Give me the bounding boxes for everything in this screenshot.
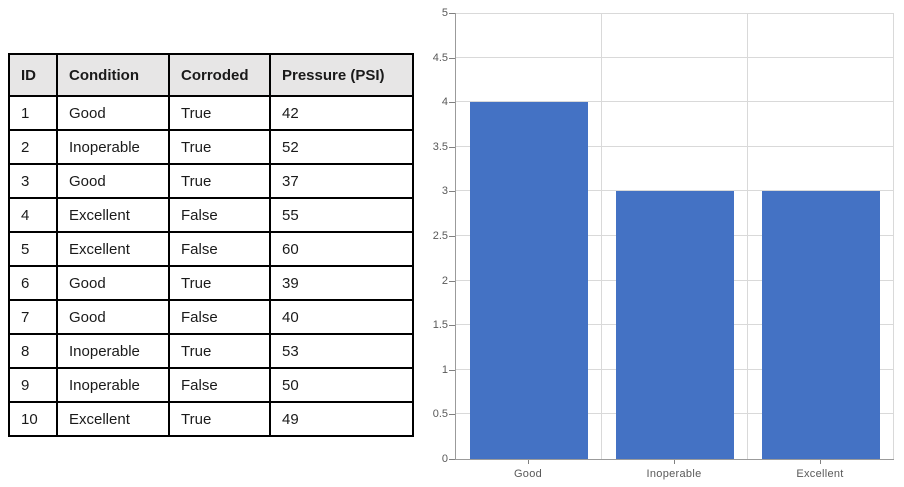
gridline-horizontal — [456, 190, 894, 191]
table-cell: Inoperable — [56, 333, 170, 369]
y-axis-tick — [449, 459, 455, 460]
y-axis-label: 1.5 — [432, 319, 448, 331]
table-cell: Good — [56, 95, 170, 131]
table-cell: Excellent — [56, 197, 170, 233]
y-axis-label: 3 — [441, 185, 448, 197]
y-axis-tick — [449, 281, 455, 282]
column-header: Pressure (PSI) — [269, 53, 414, 97]
table-cell: 10 — [8, 401, 58, 437]
y-axis-tick — [449, 325, 455, 326]
x-axis-label: Excellent — [796, 468, 844, 480]
table-cell: 50 — [269, 367, 414, 403]
table-row: 7 Good False 40 — [8, 299, 414, 335]
table-cell: False — [168, 197, 271, 233]
y-axis-label: 2 — [441, 275, 448, 287]
column-header: Condition — [56, 53, 170, 97]
y-axis-label: 1 — [441, 364, 448, 376]
table-cell: 3 — [8, 163, 58, 199]
table-cell: Inoperable — [56, 129, 170, 165]
column-header: Corroded — [168, 53, 271, 97]
y-axis-tick — [449, 147, 455, 148]
x-axis-tick — [528, 460, 529, 464]
y-axis-label: 0 — [441, 453, 448, 465]
gridline-horizontal — [456, 101, 894, 102]
table-cell: Good — [56, 163, 170, 199]
x-axis-label: Good — [513, 468, 543, 480]
table-cell: 60 — [269, 231, 414, 267]
y-axis-label: 0.5 — [432, 408, 448, 420]
plot-area — [455, 13, 894, 460]
gridline-horizontal — [456, 146, 894, 147]
table-cell: True — [168, 333, 271, 369]
column-header: ID — [8, 53, 58, 97]
x-axis-tick — [820, 460, 821, 464]
y-axis-label: 2.5 — [432, 230, 448, 242]
table-header-row: ID Condition Corroded Pressure (PSI) — [8, 53, 414, 97]
bar-excellent — [762, 191, 880, 459]
y-axis-tick — [449, 370, 455, 371]
table-cell: Excellent — [56, 231, 170, 267]
table-cell: 1 — [8, 95, 58, 131]
table-cell: True — [168, 401, 271, 437]
data-table: ID Condition Corroded Pressure (PSI) 1 Good T… — [8, 53, 414, 437]
table-cell: 42 — [269, 95, 414, 131]
y-axis-tick — [449, 58, 455, 59]
table-row: 3 Good True 37 — [8, 163, 414, 199]
y-axis-tick — [449, 13, 455, 14]
table-row: 5 Excellent False 60 — [8, 231, 414, 267]
table-cell: True — [168, 95, 271, 131]
table-cell: Good — [56, 299, 170, 335]
table-cell: 2 — [8, 129, 58, 165]
table-row: 4 Excellent False 55 — [8, 197, 414, 233]
table-cell: True — [168, 265, 271, 301]
y-axis-tick — [449, 102, 455, 103]
table-cell: 8 — [8, 333, 58, 369]
table-cell: 6 — [8, 265, 58, 301]
y-axis-label: 4.5 — [432, 52, 448, 64]
table-cell: 9 — [8, 367, 58, 403]
table-cell: Inoperable — [56, 367, 170, 403]
y-axis-label: 4 — [441, 96, 448, 108]
table-cell: True — [168, 129, 271, 165]
gridline-vertical — [747, 13, 748, 459]
table-row: 2 Inoperable True 52 — [8, 129, 414, 165]
table-cell: 55 — [269, 197, 414, 233]
table-row: 9 Inoperable False 50 — [8, 367, 414, 403]
bar-inoperable — [616, 191, 734, 459]
gridline-horizontal — [456, 57, 894, 58]
table-cell: False — [168, 367, 271, 403]
table-cell: 49 — [269, 401, 414, 437]
table-cell: 4 — [8, 197, 58, 233]
table-row: 1 Good True 42 — [8, 95, 414, 131]
table-row: 8 Inoperable True 53 — [8, 333, 414, 369]
table-cell: True — [168, 163, 271, 199]
table-cell: 37 — [269, 163, 414, 199]
bar-chart: 0 0.5 1 1.5 2 2.5 3 3.5 4 4.5 5 Good Inoperable Excel… — [418, 0, 904, 487]
x-axis-tick — [674, 460, 675, 464]
table-row: 6 Good True 39 — [8, 265, 414, 301]
gridline-vertical — [893, 13, 894, 459]
table-row: 10 Excellent True 49 — [8, 401, 414, 437]
table-cell: 5 — [8, 231, 58, 267]
table-cell: Good — [56, 265, 170, 301]
y-axis-label: 3.5 — [432, 141, 448, 153]
table-cell: False — [168, 299, 271, 335]
y-axis-label: 5 — [441, 7, 448, 19]
gridline-horizontal — [456, 13, 894, 14]
table-cell: Excellent — [56, 401, 170, 437]
bar-good — [470, 102, 588, 459]
table-cell: 39 — [269, 265, 414, 301]
table-cell: 40 — [269, 299, 414, 335]
gridline-vertical — [601, 13, 602, 459]
table-cell: 52 — [269, 129, 414, 165]
table-cell: False — [168, 231, 271, 267]
y-axis-tick — [449, 236, 455, 237]
x-axis-label: Inoperable — [646, 468, 702, 480]
y-axis-tick — [449, 414, 455, 415]
table-cell: 53 — [269, 333, 414, 369]
table-cell: 7 — [8, 299, 58, 335]
y-axis-tick — [449, 191, 455, 192]
